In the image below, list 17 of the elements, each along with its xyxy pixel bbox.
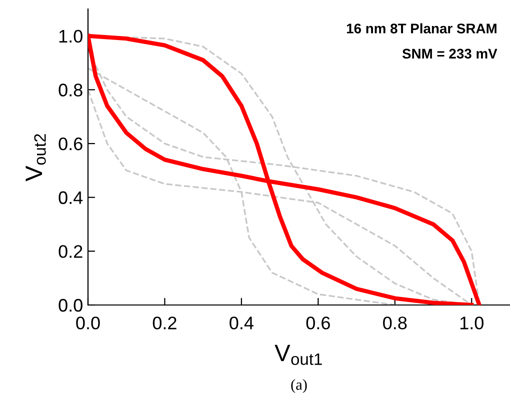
y-tick-label: 0.2 xyxy=(58,245,82,258)
annotation: 16 nm 8T Planar SRAM xyxy=(346,23,496,34)
x-tick-label: 0.6 xyxy=(306,316,330,330)
annotation: SNM = 233 mV xyxy=(402,48,498,59)
y-tick-label: 0.0 xyxy=(58,298,82,312)
x-tick-label: 0.2 xyxy=(152,316,176,330)
x-axis-title: V$_{out1}$ xyxy=(274,344,322,366)
y-tick-label: 0.4 xyxy=(58,191,83,204)
y-tick-label: 0.8 xyxy=(58,84,82,96)
x-tick-label: 0.0 xyxy=(76,316,100,330)
x-tick-label: 1.0 xyxy=(460,316,484,330)
y-tick-label: 1.0 xyxy=(59,30,82,43)
x-tick-label: 0.8 xyxy=(383,316,407,330)
y-tick-label: 0.6 xyxy=(58,137,82,150)
x-tick-label: 0.4 xyxy=(230,316,254,330)
text: (a) xyxy=(291,379,307,393)
y-axis-title: V$_{out2}$ xyxy=(26,134,46,182)
